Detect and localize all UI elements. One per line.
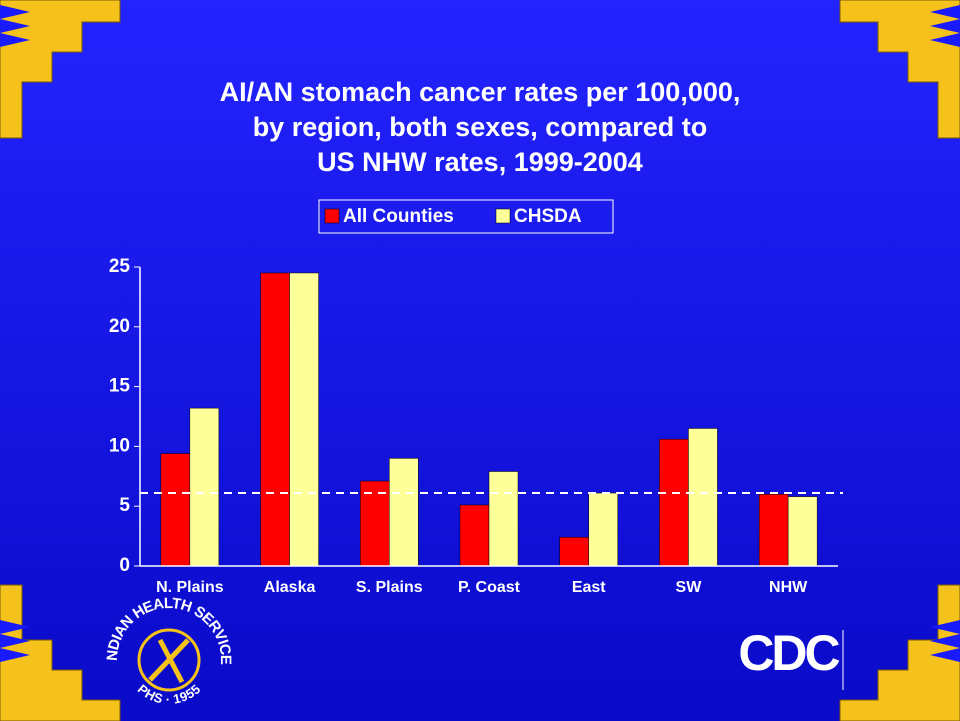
chart-title: AI/AN stomach cancer rates per 100,000, xyxy=(220,77,741,107)
bar xyxy=(389,458,419,567)
y-tick-label: 10 xyxy=(109,435,130,456)
legend-label: CHSDA xyxy=(514,206,582,227)
y-tick-label: 5 xyxy=(119,495,130,516)
legend-label: All Counties xyxy=(343,206,454,227)
bar xyxy=(459,504,490,567)
bar xyxy=(588,492,618,567)
bar xyxy=(659,438,689,567)
cdc-logo: CDC xyxy=(738,625,839,681)
bar xyxy=(758,493,789,567)
y-tick-label: 20 xyxy=(109,316,130,337)
x-tick-label: East xyxy=(572,579,606,596)
bar xyxy=(360,480,390,567)
y-tick-label: 0 xyxy=(119,555,130,576)
bar xyxy=(688,428,718,567)
bar xyxy=(189,407,220,567)
legend-box xyxy=(318,199,614,234)
legend-swatch xyxy=(324,208,340,224)
x-tick-label: SW xyxy=(676,579,703,596)
chart-title: by region, both sexes, compared to xyxy=(253,112,708,142)
x-tick-label: N. Plains xyxy=(156,579,224,596)
x-tick-label: S. Plains xyxy=(356,579,423,596)
legend-swatch xyxy=(495,208,511,224)
x-tick-label: NHW xyxy=(769,579,808,596)
corner-zigzags xyxy=(0,5,960,662)
bar xyxy=(488,471,519,567)
bar xyxy=(559,537,589,567)
y-tick-label: 15 xyxy=(109,376,131,397)
bar xyxy=(289,272,319,567)
y-tick-label: 25 xyxy=(109,256,131,277)
bar xyxy=(787,496,818,567)
chart-title: US NHW rates, 1999-2004 xyxy=(317,147,643,177)
x-tick-label: Alaska xyxy=(264,579,316,596)
bar xyxy=(260,272,290,567)
x-tick-label: P. Coast xyxy=(458,579,521,596)
bar xyxy=(160,453,191,567)
ihs-emblem xyxy=(148,638,190,684)
